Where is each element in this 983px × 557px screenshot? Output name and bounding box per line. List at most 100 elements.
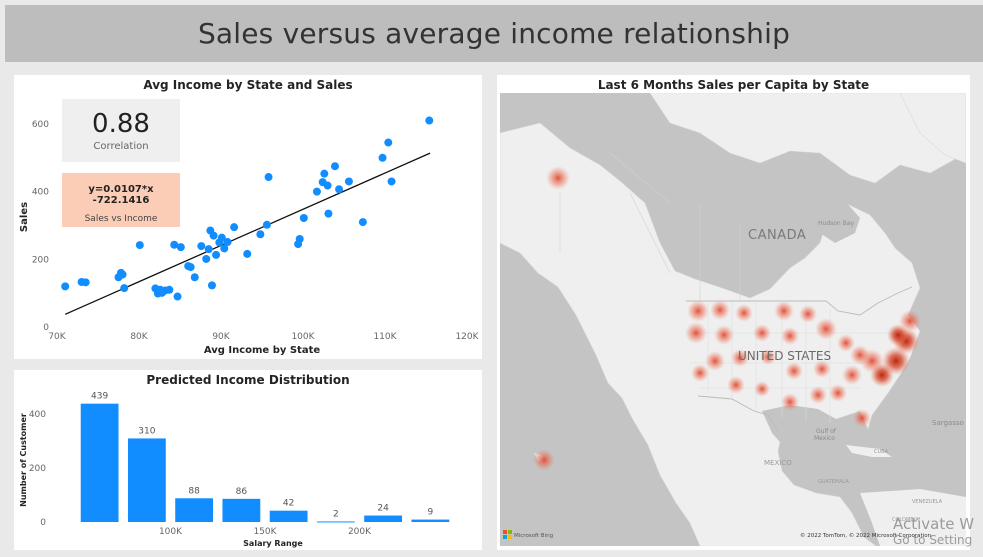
scatter-point-15[interactable] [173,292,182,301]
bar-label-0: 439 [91,392,108,402]
scatter-point-13[interactable] [165,285,174,294]
scatter-point-50[interactable] [387,177,396,186]
map-card[interactable]: Last 6 Months Sales per Capita by State [497,75,970,550]
activation-watermark: Activate W Go to Setting [893,515,979,547]
land-cuba [846,445,892,457]
bar-card[interactable]: Predicted Income Distribution 0 200 400 439… [14,370,482,550]
label-cuba: CUBA [874,449,889,455]
scatter-point-38[interactable] [299,214,308,223]
scatter-point-32[interactable] [243,249,252,258]
x-tick-3: 100K [291,332,315,342]
water-hudson-bay [798,193,860,243]
scatter-point-33[interactable] [256,230,265,239]
watermark-line2: Go to Setting [893,533,973,547]
bar-7[interactable] [411,519,450,522]
x-tick-2: 90K [212,332,230,342]
label-guatemala: GUATEMALA [818,479,849,485]
bar-x-tick-0: 100K [159,527,183,537]
scatter-point-0[interactable] [61,282,70,291]
bar-0[interactable] [80,403,119,522]
bar-y-tick-0: 0 [40,518,46,528]
water-gulf-of-mexico [762,405,846,459]
label-venezuela: VENEZUELA [912,499,943,505]
us-mexico-border [697,395,779,432]
bar-label-5: 2 [333,509,339,519]
bing-label: Microsoft Bing [514,533,553,539]
x-tick-0: 70K [48,332,66,342]
bar-4[interactable] [269,510,308,522]
bar-5[interactable] [316,521,355,523]
scatter-title: Avg Income by State and Sales [143,78,353,92]
scatter-point-25[interactable] [209,231,218,240]
label-mexico: MEXICO [764,459,792,467]
scatter-point-37[interactable] [295,235,304,243]
scatter-point-42[interactable] [323,181,332,190]
bar-label-3: 86 [236,487,248,497]
y-tick-0: 0 [43,323,49,333]
page-title-bar: Sales versus average income relationship [5,5,983,62]
bar-x-axis-label: Salary Range [243,539,303,548]
scatter-point-31[interactable] [230,223,239,232]
scatter-point-49[interactable] [384,138,393,147]
scatter-point-14[interactable] [170,240,179,249]
x-tick-1: 80K [130,332,148,342]
correlation-label: Correlation [93,141,149,152]
scatter-point-22[interactable] [204,245,213,254]
y-tick-3: 600 [32,120,49,130]
scatter-point-45[interactable] [335,185,344,194]
scatter-point-21[interactable] [202,254,211,263]
watermark-line1: Activate W [893,515,975,533]
scatter-point-6[interactable] [120,284,129,293]
scatter-point-16[interactable] [176,243,185,252]
bar-y-tick-2: 400 [29,410,46,420]
scatter-point-2[interactable] [81,278,90,287]
land-south-america [860,489,966,546]
scatter-point-47[interactable] [358,218,367,227]
bar-y-tick-1: 200 [29,464,46,474]
bar-chart[interactable]: 0 200 400 439 310 88 86 42 2 24 9 100K 150K 200K Salar… [14,370,482,550]
bar-x-tick-1: 150K [253,527,277,537]
bar-label-6: 24 [377,504,389,514]
scatter-point-24[interactable] [207,281,216,290]
scatter-chart[interactable]: 0 200 400 600 70K 80K 90K 100K 110K 120K Avg Incom… [14,75,482,359]
scatter-card[interactable]: Avg Income by State and Sales 0 200 400 600… [14,75,482,359]
scatter-point-5[interactable] [118,270,127,279]
scatter-point-28[interactable] [217,233,226,242]
scatter-point-44[interactable] [330,162,339,171]
scatter-point-7[interactable] [135,241,144,250]
bar-label-2: 88 [188,486,200,496]
scatter-point-51[interactable] [425,116,434,125]
scatter-point-20[interactable] [197,242,206,251]
bar-3[interactable] [222,498,261,522]
equation-box: y=0.0107*x -722.1416 Sales vs Income [62,173,180,227]
scatter-point-34[interactable] [262,220,271,229]
heat-spots [533,166,921,471]
equation-value: y=0.0107*x -722.1416 [88,184,154,206]
bar-2[interactable] [175,498,214,522]
scatter-point-41[interactable] [320,169,329,178]
scatter-point-29[interactable] [220,244,229,253]
scatter-point-35[interactable] [264,173,273,182]
equation-label: Sales vs Income [84,214,158,224]
map-visual[interactable]: CANADA UNITED STATES Hudson Bay Gulf of M… [500,93,966,546]
label-us: UNITED STATES [738,349,831,363]
scatter-point-19[interactable] [190,273,199,282]
scatter-point-26[interactable] [212,250,221,259]
scatter-point-43[interactable] [324,209,333,218]
scatter-point-30[interactable] [223,238,232,247]
label-hudson: Hudson Bay [818,220,854,227]
bar-x-tick-2: 200K [348,527,372,537]
scatter-point-46[interactable] [344,177,353,186]
bar-1[interactable] [127,438,166,522]
canada-province-borders [559,152,741,301]
label-sargasso: Sargasso [932,419,964,427]
bar-title: Predicted Income Distribution [146,373,350,387]
label-canada: CANADA [748,228,806,243]
y-tick-2: 400 [32,188,49,198]
scatter-point-18[interactable] [186,263,195,272]
correlation-value: 0.88 [92,109,150,139]
bar-label-7: 9 [428,508,434,518]
scatter-point-39[interactable] [312,187,321,196]
bar-6[interactable] [364,515,403,522]
scatter-point-48[interactable] [378,153,387,162]
